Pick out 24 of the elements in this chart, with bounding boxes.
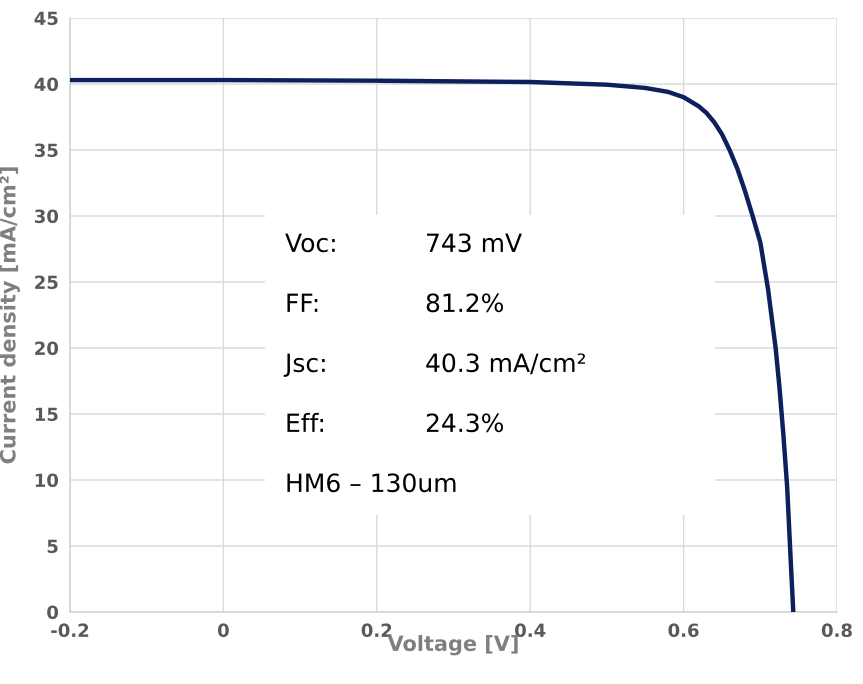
y-tick-label: 25 <box>35 275 58 290</box>
x-tick-label: 0.4 <box>515 623 546 638</box>
x-tick-label: 0.2 <box>362 623 392 638</box>
y-tick-label: 40 <box>34 77 58 92</box>
y-tick-label: 15 <box>36 408 58 422</box>
annotation: HM6 – 130um <box>287 473 456 492</box>
y-tick-label: 45 <box>34 12 58 26</box>
x-tick-label: 0.8 <box>822 623 852 638</box>
text: Eff: 24.3% <box>287 412 504 432</box>
x-tick-label: -0.2 <box>51 623 88 638</box>
x-axis-title: Voltage [V] <box>388 635 518 656</box>
y-tick-label: 5 <box>48 540 58 554</box>
text: Voc: 743 mV <box>285 233 522 252</box>
y-axis-title: Current density [mA/cm²] <box>0 167 20 464</box>
y-tick-label: 0 <box>47 605 58 620</box>
y-tick-label: 30 <box>34 209 58 224</box>
y-tick-label: 35 <box>34 143 58 158</box>
text: Jsc: 40.3 mA/cm² <box>284 353 586 377</box>
line-series <box>70 78 796 612</box>
x-tick-label: 0.6 <box>668 623 699 638</box>
x-tick-label: 0 <box>218 623 229 638</box>
y-tick-label: 10 <box>36 473 58 488</box>
text: FF: 81.2% <box>287 293 504 312</box>
y-tick-label: 20 <box>35 341 58 356</box>
